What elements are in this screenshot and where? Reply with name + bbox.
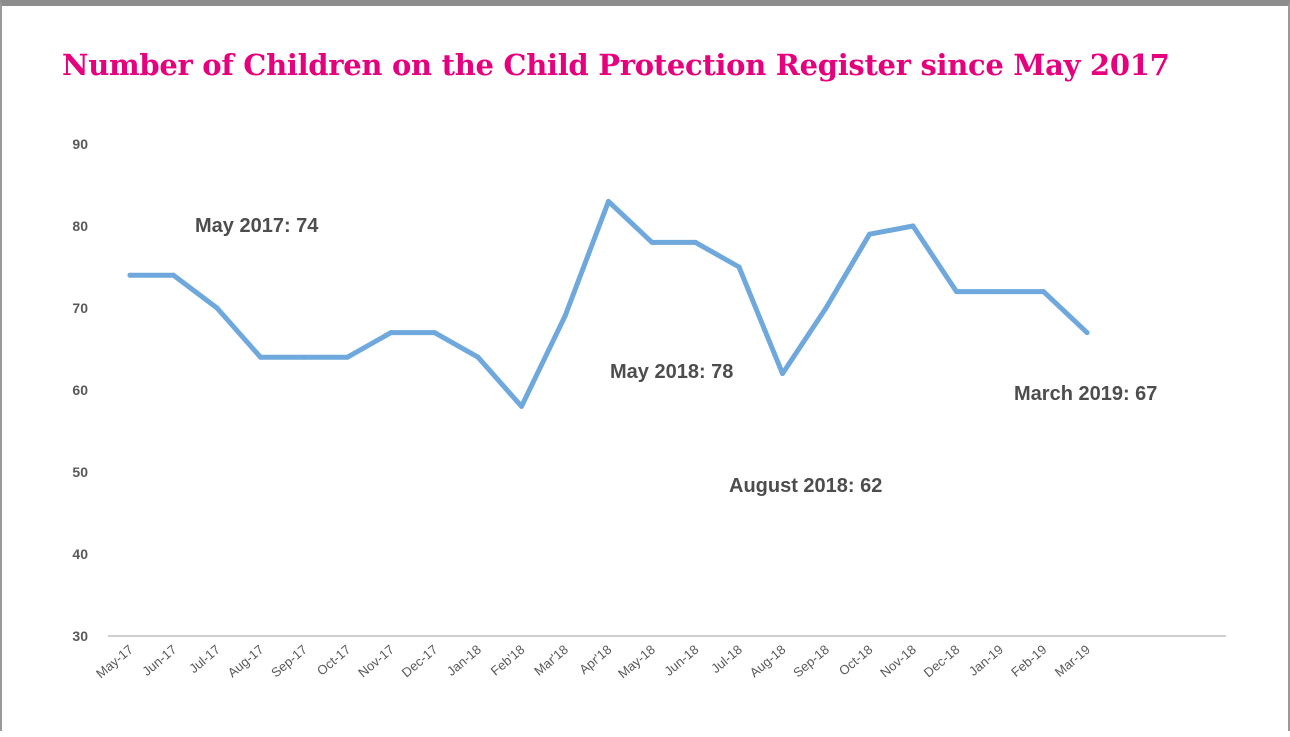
x-tick-label: Mar'18 bbox=[531, 642, 571, 679]
y-tick-label: 80 bbox=[72, 218, 88, 234]
y-tick-label: 70 bbox=[72, 300, 88, 316]
data-point bbox=[954, 289, 959, 295]
annotation-march-2019: March 2019: 67 bbox=[1014, 383, 1157, 405]
data-point bbox=[127, 272, 133, 278]
x-tick-label: Dec-18 bbox=[921, 642, 963, 680]
data-point bbox=[171, 272, 176, 278]
x-tick-label: Nov-18 bbox=[877, 642, 919, 680]
data-point bbox=[214, 305, 220, 311]
data-point bbox=[1084, 330, 1090, 336]
y-tick-label: 60 bbox=[72, 382, 88, 398]
data-point bbox=[780, 371, 785, 377]
x-tick-label: Sep-17 bbox=[268, 642, 310, 680]
x-tick-label: Aug-17 bbox=[225, 642, 267, 680]
y-tick-label: 30 bbox=[72, 628, 88, 644]
data-point bbox=[562, 313, 568, 319]
data-point bbox=[258, 354, 263, 360]
data-point bbox=[910, 223, 916, 229]
data-point bbox=[519, 403, 524, 409]
data-points bbox=[127, 198, 1090, 409]
x-tick-label: Nov-17 bbox=[355, 642, 397, 680]
data-point bbox=[736, 264, 742, 270]
data-point bbox=[649, 239, 655, 245]
data-point bbox=[1041, 289, 1046, 295]
annotations: May 2017: 74 May 2018: 78 August 2018: 6… bbox=[195, 215, 1157, 497]
annotation-may-2018: May 2018: 78 bbox=[610, 361, 733, 383]
y-tick-label: 50 bbox=[72, 464, 88, 480]
data-point bbox=[606, 198, 611, 204]
x-tick-label: Apr'18 bbox=[576, 642, 614, 677]
data-point bbox=[693, 239, 698, 245]
data-point bbox=[997, 289, 1003, 295]
x-tick-label: Jan-19 bbox=[966, 642, 1006, 679]
data-point bbox=[823, 305, 829, 311]
x-tick-label: Aug-18 bbox=[747, 642, 789, 680]
x-tick-label: Oct-18 bbox=[836, 642, 876, 679]
x-axis-ticks: May-17 Jun-17 Jul-17 Aug-17 Sep-17 Oct-17 Nov-… bbox=[93, 642, 1093, 681]
x-tick-label: Jan-18 bbox=[444, 642, 484, 679]
x-tick-label: Jun-18 bbox=[661, 642, 701, 679]
annotation-may-2017: May 2017: 74 bbox=[195, 215, 319, 237]
x-tick-label: Jun-17 bbox=[139, 642, 179, 679]
y-axis-ticks: 30 40 50 60 70 80 90 bbox=[72, 136, 88, 644]
y-tick-label: 40 bbox=[72, 546, 88, 562]
x-tick-label: May-18 bbox=[615, 642, 658, 681]
x-tick-label: May-17 bbox=[93, 642, 136, 681]
y-tick-label: 90 bbox=[72, 136, 88, 152]
x-tick-label: Sep-18 bbox=[790, 642, 832, 680]
x-tick-label: Feb-19 bbox=[1008, 642, 1049, 680]
x-tick-label: Jul-17 bbox=[186, 642, 223, 676]
x-tick-label: Feb'18 bbox=[488, 642, 528, 679]
x-tick-label: Mar-19 bbox=[1052, 642, 1093, 680]
data-point bbox=[867, 231, 872, 237]
data-point bbox=[432, 330, 437, 336]
annotation-august-2018: August 2018: 62 bbox=[729, 475, 882, 497]
data-point bbox=[388, 330, 394, 336]
data-point bbox=[301, 354, 307, 360]
x-tick-label: Dec-17 bbox=[399, 642, 441, 680]
data-point bbox=[345, 354, 350, 360]
x-tick-label: Oct-17 bbox=[314, 642, 354, 679]
data-point bbox=[475, 354, 481, 360]
x-tick-label: Jul-18 bbox=[708, 642, 745, 676]
chart-title: Number of Children on the Child Protecti… bbox=[62, 48, 1170, 82]
